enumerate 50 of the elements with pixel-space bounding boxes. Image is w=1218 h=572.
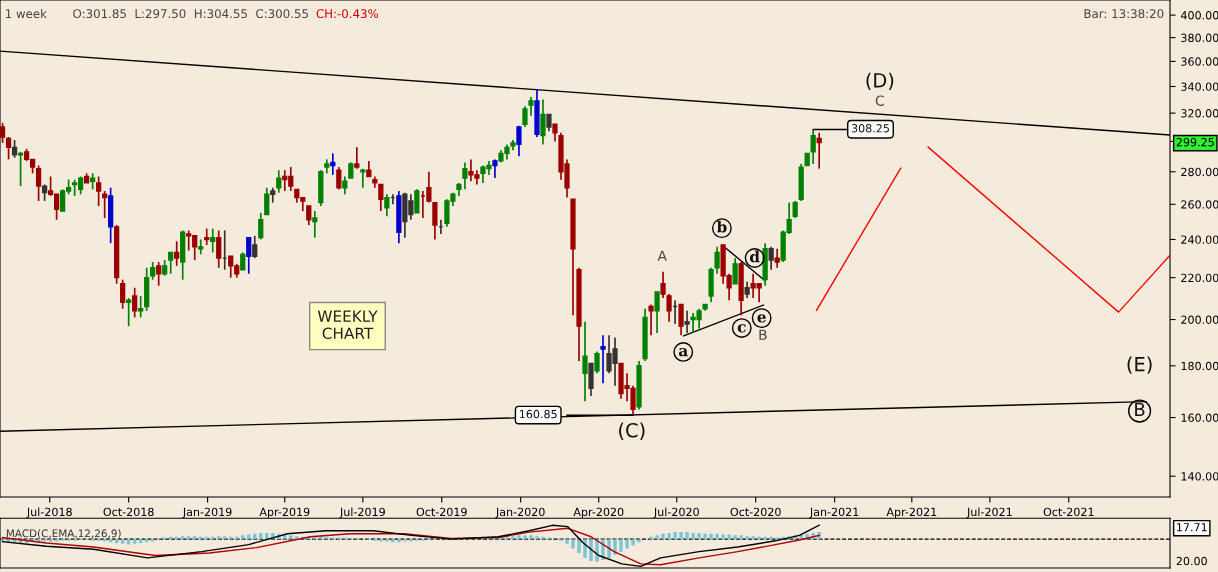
annotation: 1 week: [5, 8, 47, 19]
x-tick-label: Jul-2018: [26, 507, 72, 519]
annotation: O:301.85 L:297.50 H:304.55 C:300.55: [73, 9, 308, 19]
y-tick-label: 220.00: [1181, 273, 1218, 283]
annotation: b: [716, 220, 727, 233]
y-tick-label: 140.00: [1181, 472, 1218, 481]
x-tick-label: Jan-2020: [495, 507, 545, 519]
annotation: 160.85: [519, 409, 557, 419]
x-tick-label: Oct-2021: [1043, 507, 1094, 517]
annotation: C: [875, 95, 884, 106]
x-tick-label: Jul-2021: [966, 507, 1012, 519]
annotation: B: [1135, 402, 1145, 417]
annotation: a: [678, 347, 688, 357]
x-tick-label: Apr-2020: [573, 507, 624, 519]
x-tick-label: Apr-2019: [259, 507, 310, 519]
annotation: CH:-0.43%: [316, 9, 379, 19]
y-tick-label: 400.00: [1180, 11, 1218, 20]
y-tick-label: 160.00: [1181, 413, 1218, 422]
y-tick-label: 200.00: [1181, 315, 1218, 324]
annotation: (E): [1127, 356, 1152, 374]
annotation: d: [749, 250, 760, 263]
y-tick-label: 280.00: [1181, 167, 1218, 177]
y-tick-label: 360.00: [1181, 57, 1218, 66]
annotation: (C): [619, 422, 645, 440]
x-tick-label: Oct-2020: [730, 507, 781, 517]
annotation: c: [737, 324, 746, 333]
y-tick-label: 240.00: [1181, 235, 1218, 244]
text: 17.71: [1177, 523, 1207, 532]
annotation: WEEKLY CHART: [317, 310, 378, 340]
chart-title: MACD(C,EMA,12,26,9): [6, 529, 121, 539]
annotation: B: [759, 329, 767, 340]
annotation: 308.25: [851, 124, 889, 133]
annotation: e: [757, 314, 766, 323]
x-tick-label: Oct-2019: [416, 507, 467, 517]
x-tick-label: Jul-2019: [339, 507, 385, 519]
y-tick-label: 260.00: [1181, 200, 1218, 209]
x-tick-label: Jan-2021: [809, 507, 859, 519]
annotation: A: [657, 250, 667, 261]
y-tick-label: 180.00: [1181, 361, 1218, 371]
x-tick-label: Oct-2018: [103, 507, 154, 517]
y-tick-label: 320.00: [1181, 109, 1218, 118]
annotation: (D): [866, 72, 894, 90]
annotation: Bar: 13:38:20: [1084, 9, 1164, 19]
text: 20.00: [1176, 556, 1207, 566]
x-tick-label: Jan-2019: [182, 507, 232, 519]
y-tick-label: 340.00: [1181, 82, 1218, 91]
text: 299.25: [1176, 137, 1214, 147]
x-tick-label: Jul-2020: [653, 507, 699, 519]
y-tick-label: 380.00: [1181, 33, 1218, 43]
x-tick-label: Apr-2021: [886, 507, 937, 519]
